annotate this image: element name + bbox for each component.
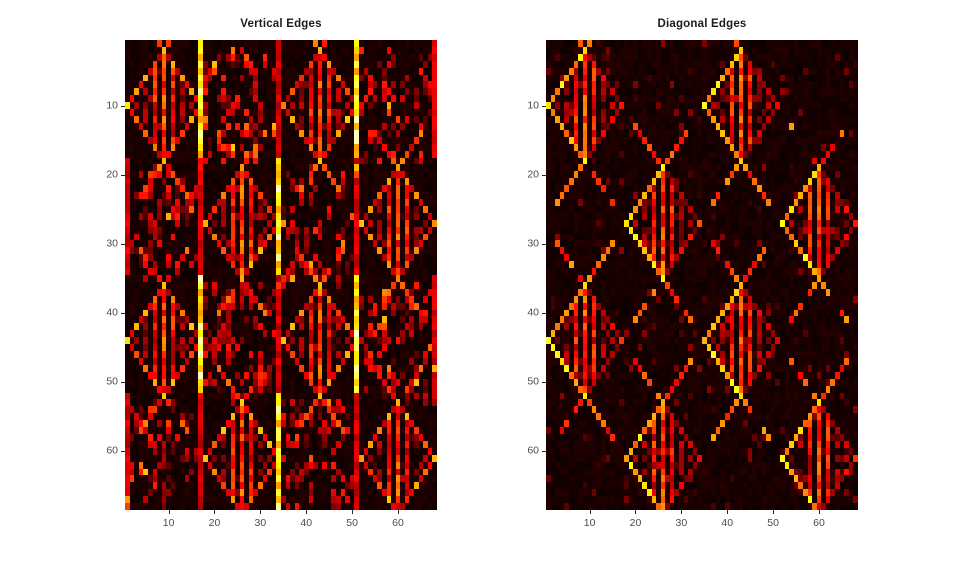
x-tick-label: 10: [583, 517, 596, 529]
y-tick-mark: [542, 382, 546, 384]
y-tick-label: 20: [527, 168, 539, 181]
y-tick-mark: [542, 243, 546, 245]
y-tick-mark: [542, 105, 546, 107]
x-tick-mark: [773, 510, 775, 514]
y-tick-label: 10: [106, 99, 118, 112]
y-tick-mark: [542, 174, 546, 176]
y-tick-mark: [542, 313, 546, 314]
x-tick-mark: [819, 510, 820, 514]
y-tick-label: 60: [106, 444, 118, 457]
y-tick-label: 20: [106, 168, 118, 181]
x-tick-label: 30: [254, 517, 267, 529]
heatmap-image: [546, 40, 858, 510]
x-tick-mark: [635, 510, 637, 514]
y-tick-mark: [121, 174, 125, 176]
x-tick-label: 30: [675, 517, 688, 529]
x-tick-label: 20: [208, 517, 221, 529]
x-tick-mark: [398, 510, 399, 514]
x-tick-mark: [260, 510, 262, 514]
x-tick-mark: [168, 510, 170, 514]
plot-title: Vertical Edges: [240, 18, 322, 30]
x-tick-mark: [214, 510, 216, 514]
y-tick-label: 60: [527, 444, 539, 457]
x-tick-mark: [589, 510, 591, 514]
x-tick-mark: [681, 510, 683, 514]
y-tick-mark: [121, 243, 125, 245]
y-tick-mark: [121, 313, 125, 314]
x-tick-label: 60: [813, 517, 825, 529]
plot-title: Diagonal Edges: [657, 18, 747, 30]
x-tick-label: 50: [767, 517, 779, 529]
x-tick-label: 40: [300, 517, 313, 529]
x-tick-mark: [352, 510, 354, 514]
x-tick-label: 50: [346, 517, 358, 529]
diagonal-edges-plot: Diagonal Edges 10 20 30 40 50 60 10 20 30 40 50 60: [527, 18, 858, 529]
heatmap-image: [125, 40, 437, 510]
y-tick-label: 30: [527, 237, 539, 250]
y-tick-label: 10: [527, 99, 539, 112]
x-tick-label: 60: [392, 517, 404, 529]
y-tick-label: 50: [527, 375, 539, 388]
y-tick-mark: [121, 451, 125, 453]
y-tick-label: 30: [106, 237, 118, 250]
x-tick-mark: [306, 510, 308, 514]
x-tick-label: 40: [721, 517, 734, 529]
y-tick-label: 50: [106, 375, 118, 388]
x-tick-label: 10: [162, 517, 175, 529]
vertical-edges-plot: Vertical Edges 10 20 30 40 50 60 10 20 30 40 50 60: [106, 18, 437, 529]
x-tick-label: 20: [629, 517, 642, 529]
x-tick-mark: [727, 510, 729, 514]
y-tick-label: 40: [106, 306, 118, 319]
y-tick-label: 40: [527, 306, 539, 319]
y-tick-mark: [121, 382, 125, 384]
y-tick-mark: [542, 451, 546, 453]
y-tick-mark: [121, 105, 125, 107]
